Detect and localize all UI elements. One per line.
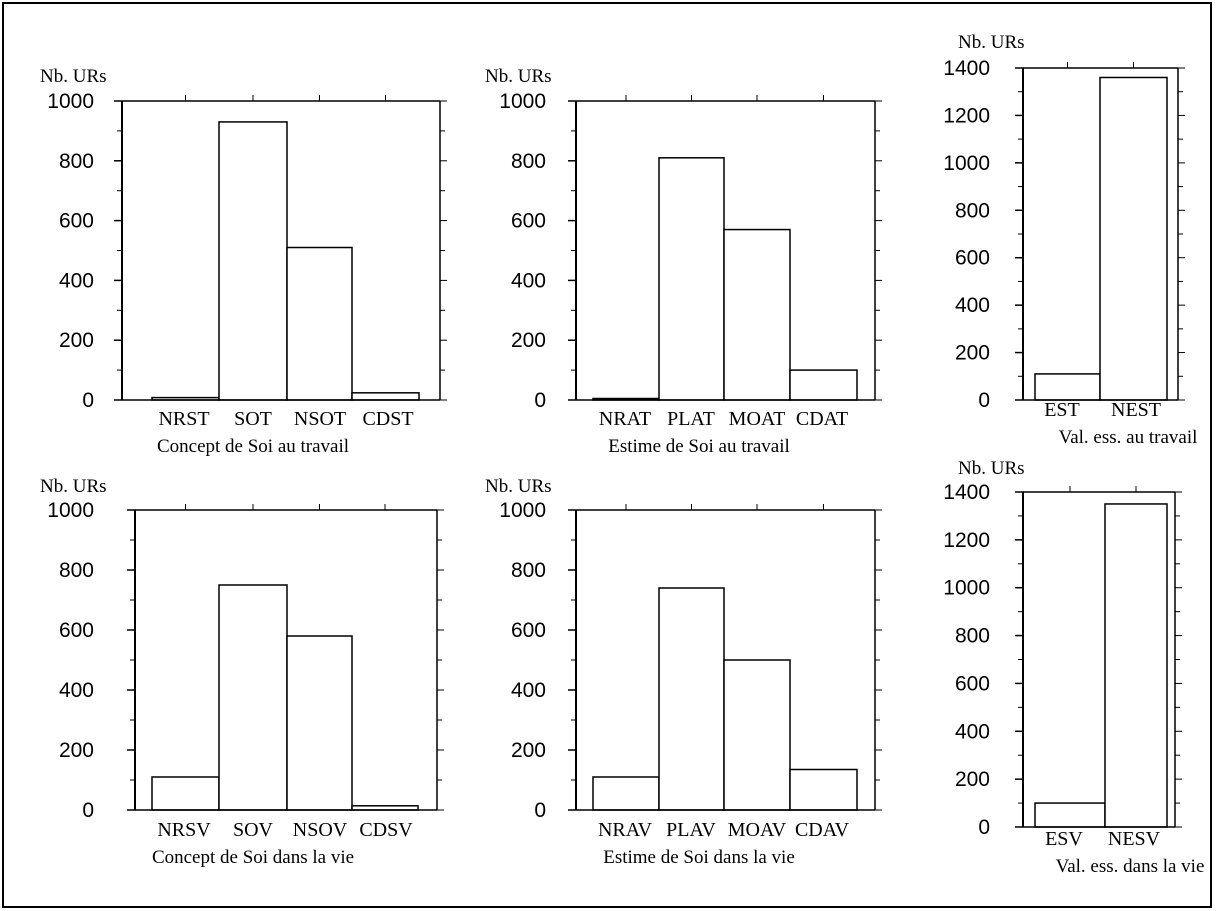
x-tick-label: SOV: [233, 819, 274, 841]
y-axis-label: Nb. URs: [958, 32, 1025, 53]
y-tick-label: 200: [59, 739, 94, 762]
chart-panel-6: 0 200 400 600 800 1000 1200 1400 ESV NESV Nb. URs V…: [943, 458, 1204, 877]
y-tick-label: 1400: [943, 57, 990, 80]
x-tick-label: CDST: [362, 408, 413, 430]
chart-panel-5: 0 200 400 600 800 1000 NRAV PLAV MOAV CDAV Nb. URs…: [485, 476, 882, 868]
y-tick-label: 800: [511, 150, 546, 173]
chart-panel-3: 0 200 400 600 800 1000 1200 1400 EST NEST Nb. URs V…: [943, 32, 1197, 448]
y-tick-label: 1200: [943, 529, 990, 552]
bar-plav: [658, 587, 725, 811]
y-tick-label: 1000: [943, 577, 990, 600]
x-tick-label: NSOV: [293, 819, 348, 841]
y-tick-label: 600: [511, 619, 546, 642]
bar-est: [1034, 373, 1101, 401]
x-tick-label: CDSV: [359, 819, 413, 841]
bar-nrsv: [151, 776, 220, 811]
x-tick-label: MOAT: [729, 408, 786, 430]
bar-nest: [1099, 76, 1168, 401]
y-axis-label: Nb. URs: [485, 476, 552, 497]
y-tick-label: 400: [955, 294, 990, 317]
y-tick-label: 400: [59, 269, 94, 292]
y-tick-label: 800: [955, 625, 990, 648]
y-tick-label: 400: [59, 679, 94, 702]
y-tick-label: 800: [59, 559, 94, 582]
y-axis-label: Nb. URs: [958, 458, 1025, 479]
y-tick-label: 600: [59, 210, 94, 233]
y-tick-label: 600: [955, 247, 990, 270]
bar-cdav: [789, 768, 858, 811]
x-axis-label: Val. ess. au travail: [1059, 427, 1198, 448]
chart-panel-2: 0 200 400 600 800 1000 NRAT PLAT MOAT CDAT Nb. URs…: [485, 66, 882, 457]
y-tick-label: 1200: [943, 104, 990, 127]
x-axis-label: Estime de Soi dans la vie: [603, 847, 795, 868]
y-tick-label: 200: [511, 739, 546, 762]
x-axis-label: Estime de Soi au travail: [608, 436, 790, 457]
y-axis-label: Nb. URs: [40, 476, 107, 497]
y-tick-label: 200: [955, 768, 990, 791]
bar-sot: [218, 121, 288, 401]
y-tick-label: 1000: [499, 499, 546, 522]
x-tick-label: SOT: [234, 408, 272, 430]
x-axis-label: Concept de Soi dans la vie: [152, 847, 354, 868]
bar-plat: [658, 157, 725, 401]
x-tick-label: CDAV: [795, 819, 850, 841]
chart-panel-1: 0 200 400 600 800 1000 NRST SOT NSOT CDST Nb. URs C…: [40, 66, 447, 457]
y-axis-label: Nb. URs: [485, 66, 552, 87]
y-tick-label: 0: [978, 389, 990, 412]
y-tick-label: 600: [511, 210, 546, 233]
bar-nrav: [592, 776, 660, 811]
y-tick-label: 1000: [47, 499, 94, 522]
y-tick-label: 200: [511, 329, 546, 352]
y-tick-label: 400: [511, 269, 546, 292]
bar-moat: [723, 228, 791, 401]
x-axis-label: Concept de Soi au travail: [157, 436, 349, 457]
x-tick-label: MOAV: [728, 819, 787, 841]
y-axis-label: Nb. URs: [40, 66, 107, 87]
bar-nsot: [286, 246, 353, 401]
chart-panel-4: 0 200 400 600 800 1000 NRSV SOV NSOV CDSV Nb. URs C…: [40, 476, 444, 868]
bar-nesv: [1104, 503, 1168, 828]
x-tick-label: ESV: [1045, 828, 1083, 850]
x-axis-label: Val. ess. dans la vie: [1056, 856, 1205, 877]
x-tick-label: NSOT: [294, 408, 346, 430]
x-tick-label: EST: [1044, 399, 1080, 421]
y-tick-label: 0: [82, 389, 94, 412]
y-tick-label: 200: [955, 342, 990, 365]
bar-sov: [218, 584, 288, 811]
x-tick-label: NRSV: [157, 819, 211, 841]
x-tick-label: NEST: [1111, 399, 1161, 421]
bar-esv: [1034, 802, 1106, 828]
bar-cdst: [351, 392, 420, 401]
y-tick-label: 800: [955, 199, 990, 222]
x-tick-label: NRAV: [598, 819, 653, 841]
y-tick-label: 1000: [499, 90, 546, 113]
y-tick-label: 1400: [943, 481, 990, 504]
x-tick-label: NRAT: [599, 408, 651, 430]
y-tick-label: 0: [534, 799, 546, 822]
y-tick-label: 200: [59, 329, 94, 352]
y-tick-label: 0: [534, 389, 546, 412]
y-tick-label: 600: [59, 619, 94, 642]
x-tick-label: NESV: [1108, 828, 1161, 850]
bar-cdat: [789, 369, 858, 401]
y-tick-label: 1000: [47, 90, 94, 113]
y-tick-label: 1000: [943, 152, 990, 175]
bar-nsov: [286, 635, 353, 811]
y-tick-label: 0: [82, 799, 94, 822]
x-tick-label: PLAT: [667, 408, 715, 430]
x-tick-label: PLAV: [666, 819, 716, 841]
y-tick-label: 600: [955, 672, 990, 695]
y-tick-label: 800: [511, 559, 546, 582]
y-tick-label: 800: [59, 150, 94, 173]
y-tick-label: 400: [511, 679, 546, 702]
x-tick-label: CDAT: [796, 408, 848, 430]
bar-moav: [723, 659, 791, 811]
x-tick-label: NRST: [158, 408, 209, 430]
y-tick-label: 0: [978, 816, 990, 839]
y-tick-label: 400: [955, 720, 990, 743]
